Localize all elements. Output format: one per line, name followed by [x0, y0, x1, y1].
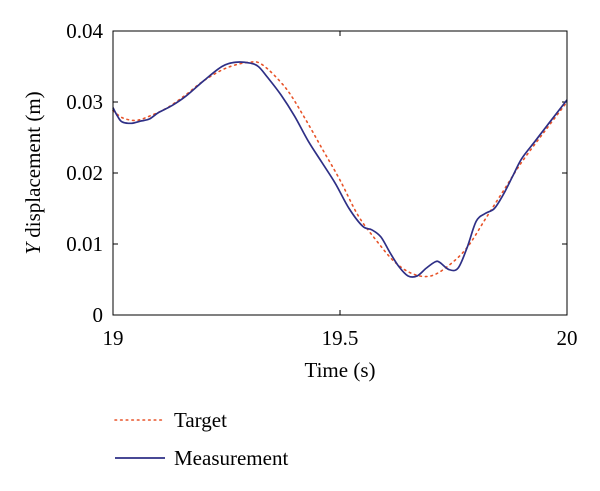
series-line-measurement [112, 61, 568, 278]
x-tick-label: 20 [557, 326, 578, 350]
series-layer [112, 61, 568, 278]
y-tick-label: 0.04 [66, 19, 103, 43]
legend: Target Measurement [114, 408, 288, 470]
tick-layer: 19 19.5 20 0 0.01 0.02 0.03 0.04 [66, 19, 577, 350]
y-tick-label: 0.02 [66, 161, 103, 185]
y-tick-label: 0.01 [66, 232, 103, 256]
y-tick-label: 0.03 [66, 90, 103, 114]
plot-frame [112, 30, 568, 316]
legend-label-measurement: Measurement [174, 446, 288, 470]
legend-label-target: Target [174, 408, 227, 432]
y-axis-label: Y displacement (m) [21, 91, 45, 254]
x-tick-label: 19 [103, 326, 124, 350]
y-axis-label-variable: Y [21, 241, 45, 255]
x-axis-label: Time (s) [305, 358, 376, 382]
y-tick-label: 0 [93, 303, 104, 327]
series-line-target [112, 61, 568, 278]
x-tick-label: 19.5 [322, 326, 359, 350]
y-axis-label-rest: displacement (m) [21, 91, 45, 243]
